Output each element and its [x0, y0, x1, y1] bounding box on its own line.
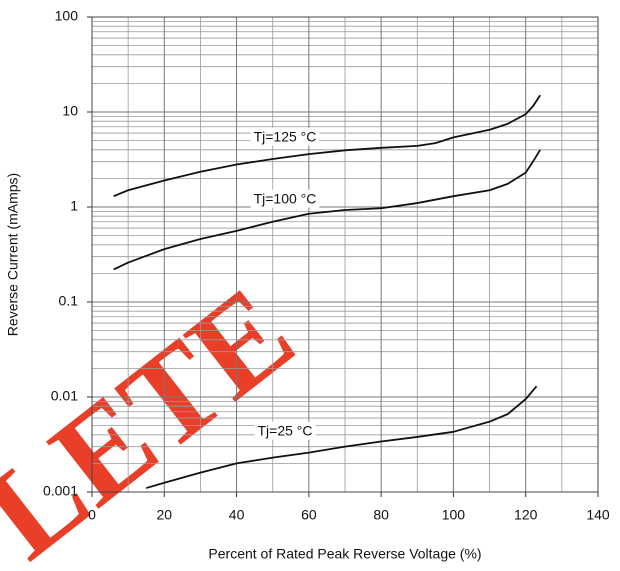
series-label: Tj=25 °C	[257, 423, 312, 439]
y-tick-label: 0.1	[59, 293, 79, 309]
y-axis-label: Reverse Current (mAmps)	[5, 173, 21, 336]
series-label: Tj=125 °C	[254, 129, 317, 145]
series-line	[145, 385, 538, 489]
plot-frame	[91, 16, 599, 493]
x-axis-label: Percent of Rated Peak Reverse Voltage (%…	[208, 546, 481, 562]
y-tick-label: 0.01	[51, 388, 78, 404]
label-background	[254, 421, 316, 440]
label-background	[250, 189, 320, 208]
x-tick-label: 40	[229, 507, 245, 523]
y-tick-label: 10	[62, 103, 78, 119]
series-label: Tj=100 °C	[254, 191, 317, 207]
y-tick-label: 0.001	[43, 483, 78, 499]
label-background	[250, 127, 320, 146]
y-tick-label: 1	[70, 198, 78, 214]
series-line	[113, 94, 541, 198]
x-tick-label: 100	[442, 507, 466, 523]
y-tick-label: 100	[55, 8, 79, 24]
x-tick-label: 120	[514, 507, 538, 523]
x-tick-label: 20	[156, 507, 172, 523]
x-tick-label: 60	[301, 507, 317, 523]
series-line	[113, 149, 541, 271]
x-tick-label: 80	[373, 507, 389, 523]
x-tick-label: 140	[586, 507, 610, 523]
x-tick-label: 0	[88, 507, 96, 523]
